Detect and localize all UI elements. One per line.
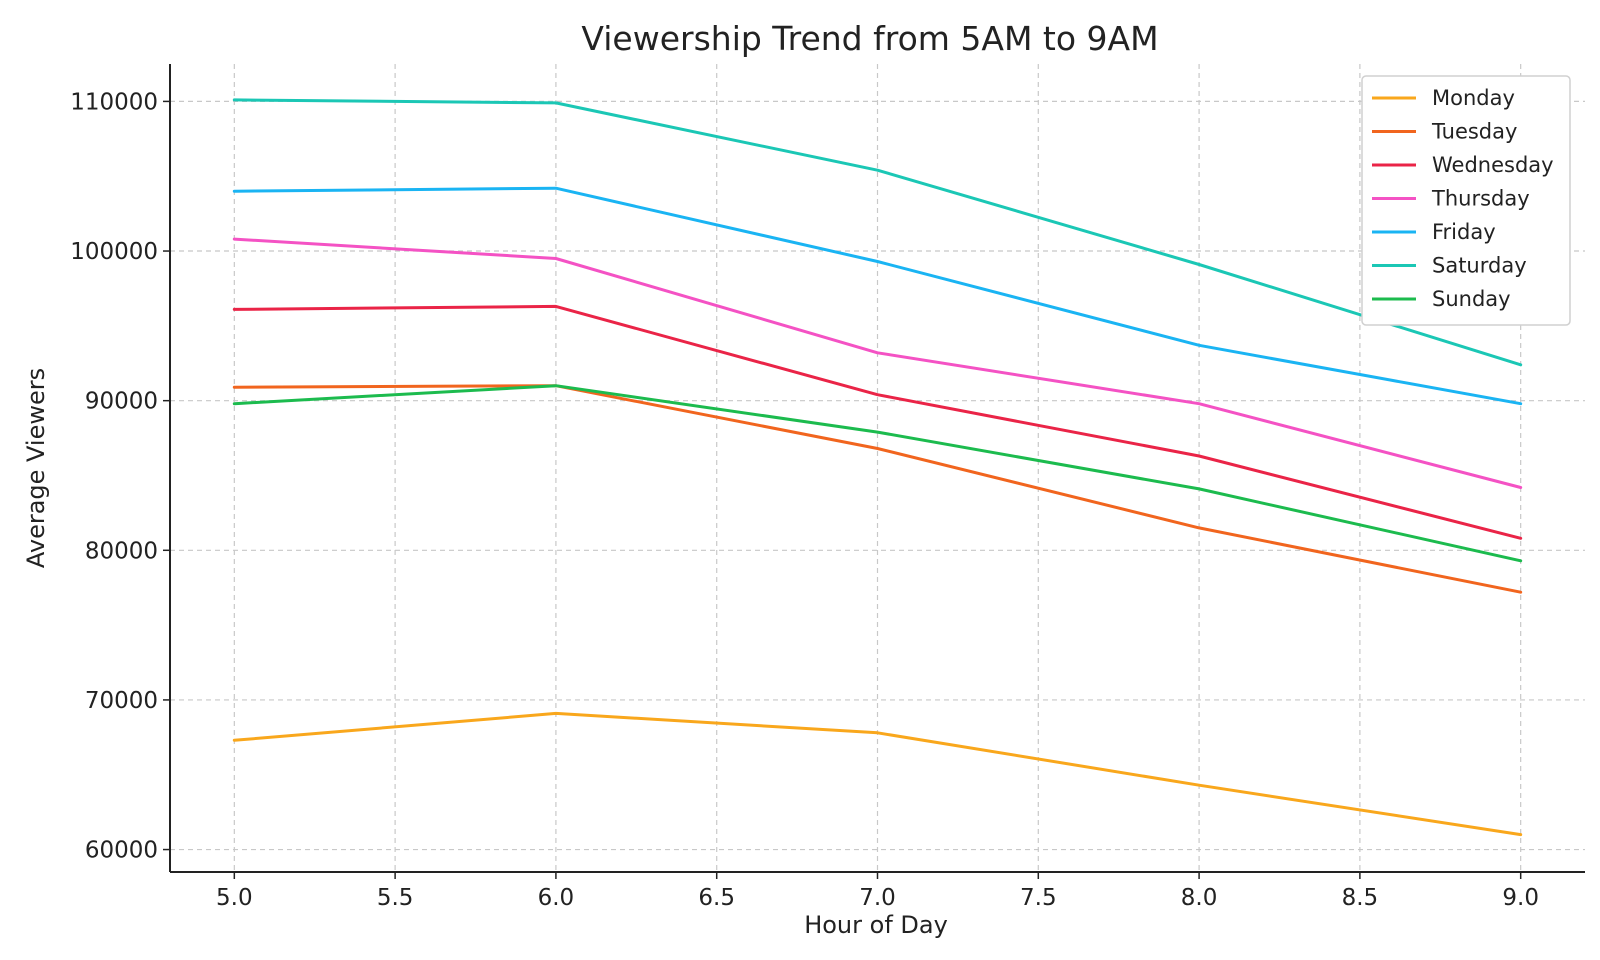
legend: Monday Tuesday Wednesday Thursday Friday Satu…: [1361, 75, 1571, 326]
legend-label: Sunday: [1432, 287, 1511, 311]
legend-label: Tuesday: [1431, 120, 1517, 144]
x-tick-label: 7.5: [1020, 885, 1057, 911]
x-tick-label: 5.5: [377, 885, 414, 911]
series-line-tuesday: [232, 384, 1523, 594]
y-tick-label: 90000: [85, 389, 158, 415]
x-tick-label: 9.0: [1502, 885, 1539, 911]
series-line-thursday: [232, 237, 1523, 489]
x-tick-label: 7.0: [859, 885, 896, 911]
y-axis-title: Average Viewers: [22, 368, 50, 568]
legend-label: Thursday: [1431, 187, 1530, 211]
x-tick-labels: 5.0 5.5 6.0 6.5 7.0 7.5 8.0 8.5 9.0: [216, 872, 1539, 911]
x-axis-title: Hour of Day: [804, 911, 948, 939]
legend-label: Monday: [1432, 86, 1515, 110]
y-tick-label: 60000: [85, 838, 158, 864]
legend-box: [1361, 75, 1571, 326]
legend-label: Wednesday: [1432, 153, 1554, 177]
y-tick-label: 110000: [70, 89, 158, 115]
series-line-sunday: [232, 384, 1523, 563]
legend-label: Saturday: [1432, 254, 1527, 278]
x-tick-label: 6.0: [538, 885, 575, 911]
y-tick-label: 70000: [85, 688, 158, 714]
legend-label: Friday: [1432, 220, 1496, 244]
y-tick-labels: 60000 70000 80000 90000 100000 110000: [70, 89, 170, 864]
series-line-monday: [232, 711, 1523, 837]
series-line-wednesday: [232, 304, 1523, 540]
x-tick-label: 5.0: [216, 885, 253, 911]
y-tick-label: 80000: [85, 538, 158, 564]
x-tick-label: 6.5: [698, 885, 735, 911]
x-tick-label: 8.5: [1342, 885, 1379, 911]
series-line-friday: [232, 186, 1523, 406]
series-lines: [232, 98, 1523, 837]
series-line-saturday: [232, 98, 1523, 367]
chart-title: Viewership Trend from 5AM to 9AM: [581, 19, 1158, 58]
y-tick-label: 100000: [70, 239, 158, 265]
x-tick-label: 8.0: [1181, 885, 1218, 911]
